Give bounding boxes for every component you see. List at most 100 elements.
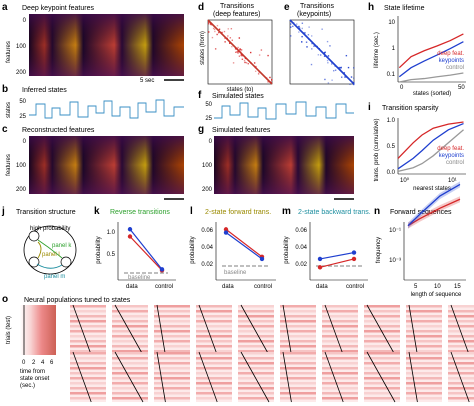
panel-o-title: Neural populations tuned to states (24, 297, 131, 304)
raster-stripe (364, 387, 400, 390)
matrix-dot (317, 54, 320, 56)
raster-stripe (70, 340, 106, 343)
panel-a-title: Deep keypoint features (22, 5, 94, 12)
raster-stripe (196, 330, 232, 333)
panel-m-plot (317, 250, 357, 270)
matrix-dot (310, 63, 313, 66)
matrix-dot (260, 49, 263, 51)
matrix-dot (216, 33, 218, 36)
raster-stripe (238, 305, 274, 308)
raster-stripe (280, 382, 316, 385)
panel-n-ylabel: frequency (376, 237, 382, 263)
raster-stripe (196, 335, 232, 338)
raster-stripe (154, 305, 190, 308)
panel-n-xtick: 10 (434, 284, 441, 290)
raster-stripe (280, 305, 316, 308)
panel-h-title: State lifetime (384, 5, 425, 12)
matrix-dot (301, 27, 303, 30)
matrix-dot (270, 81, 273, 83)
raster-stripe (154, 352, 190, 355)
raster-stripe (196, 397, 232, 400)
panel-i-letter: i (368, 102, 371, 113)
raster-stripe (406, 330, 442, 333)
panel-i-ytick: 1.0 (387, 118, 396, 124)
panel-a-ylabel: features (6, 41, 12, 63)
raster-stripe (154, 357, 190, 360)
panel-a-ytick: 200 (16, 70, 27, 76)
panel-n-xlabel: length of sequence (411, 292, 462, 298)
panel-o-xtick: 2 (32, 360, 36, 366)
raster-stripe (448, 357, 474, 360)
panel-e-letter: e (284, 2, 290, 13)
raster-stripe (196, 340, 232, 343)
matrix-dot (236, 51, 238, 53)
matrix-dot (301, 41, 303, 43)
k-point-data (127, 234, 133, 239)
panel-c-ylabel: features (6, 154, 12, 176)
raster-stripe (154, 367, 190, 370)
matrix-dot (213, 28, 216, 31)
matrix-dot (214, 48, 217, 50)
panel-n-axes (403, 222, 466, 281)
panel-h-ytick: 10 (388, 20, 395, 26)
raster-stripe (280, 357, 316, 360)
raster-stripe (406, 310, 442, 313)
raster-stripe (322, 330, 358, 333)
raster-panel (154, 305, 190, 355)
raster-stripe (238, 357, 274, 360)
raster-stripe (196, 325, 232, 328)
matrix-dot (334, 69, 337, 71)
raster-stripe (406, 367, 442, 370)
matrix-dot (345, 54, 348, 57)
panel-c-title: Reconstructed features (22, 127, 95, 134)
panel-n-xtick: 15 (454, 284, 461, 290)
raster-stripe (70, 315, 106, 318)
matrix-dot (344, 76, 346, 78)
raster-sort-line (198, 351, 218, 403)
raster-stripe (154, 310, 190, 313)
matrix-dot (227, 28, 229, 30)
raster-stripe (322, 357, 358, 360)
panel-i-series-line (397, 122, 464, 170)
raster-stripe (448, 397, 474, 400)
raster-stripe (70, 367, 106, 370)
matrix-dot (290, 35, 292, 37)
raster-stripe (406, 335, 442, 338)
m-series-line (319, 251, 355, 260)
raster-sort-line (114, 304, 144, 356)
matrix-dot (313, 45, 315, 47)
raster-stripe (364, 352, 400, 355)
raster-stripe (70, 377, 106, 380)
panel-i-ylabel: trans. prob (cumulative) (374, 118, 380, 181)
raster-sort-line (114, 351, 144, 403)
raster-stripe (280, 352, 316, 355)
raster-stripe (280, 340, 316, 343)
raster-stripe (196, 357, 232, 360)
raster-stripe (448, 315, 474, 318)
raster-sort-line (72, 351, 92, 403)
raster-stripe (322, 377, 358, 380)
raster-stripe (70, 325, 106, 328)
panel-n-series-line (407, 183, 461, 227)
matrix-dot (292, 25, 294, 28)
panel-m-title: 2-state backward trans. (298, 209, 371, 216)
raster-stripe (112, 335, 148, 338)
matrix-dot (239, 51, 242, 53)
matrix-dot (296, 23, 298, 25)
panel-g-ytick: 200 (202, 187, 213, 193)
panel-c-ytick: 100 (16, 163, 27, 169)
matrix-dot (324, 78, 326, 81)
raster-stripe (238, 310, 274, 313)
matrix-dot (257, 73, 260, 75)
panel-h-xlabel: states (sorted) (413, 91, 451, 97)
raster-stripe (196, 315, 232, 318)
raster-stripe (238, 382, 274, 385)
matrix-dot (330, 63, 333, 65)
legend-deep: deep feat. (437, 51, 464, 57)
panel-e-matrix (289, 19, 355, 86)
matrix-dot (307, 34, 310, 36)
raster-stripe (280, 372, 316, 375)
panel-i-xtick: 10¹ (448, 178, 457, 184)
raster-stripe (154, 320, 190, 323)
raster-stripe (322, 372, 358, 375)
